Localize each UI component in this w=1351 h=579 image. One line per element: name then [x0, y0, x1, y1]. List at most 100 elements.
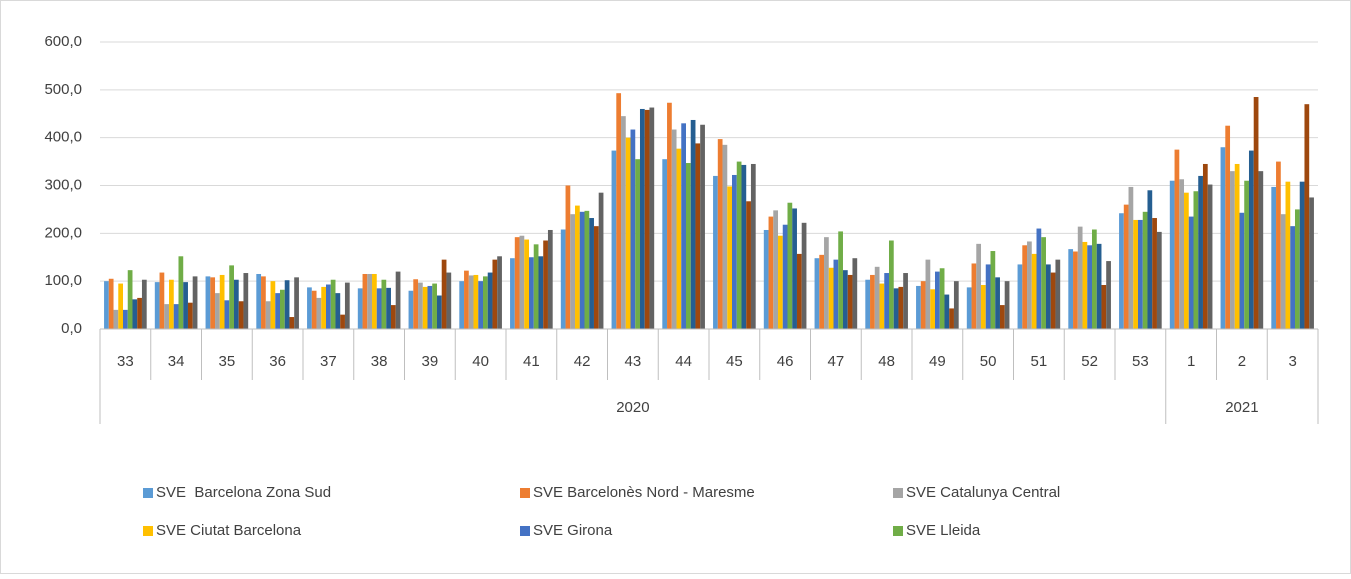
bar [238, 301, 244, 329]
bar [229, 265, 234, 329]
x-tick-label: 41 [523, 353, 540, 370]
bar [782, 224, 788, 329]
bar [1041, 237, 1046, 329]
group-label: 2021 [1225, 399, 1258, 416]
x-tick-label: 33 [117, 353, 134, 370]
bar [639, 108, 645, 329]
bar [543, 240, 548, 329]
bar [1193, 191, 1199, 329]
bar [1225, 125, 1231, 329]
bar [524, 239, 530, 329]
bar [814, 258, 820, 329]
bar [1101, 284, 1107, 329]
bar [1220, 147, 1226, 329]
bar [925, 259, 931, 329]
bar [920, 281, 926, 329]
bar [1207, 184, 1213, 329]
bar [367, 273, 373, 329]
bar [1244, 180, 1249, 329]
x-tick-label: 3 [1288, 353, 1296, 370]
bar [316, 297, 322, 329]
bar [459, 281, 465, 329]
bar [386, 287, 391, 329]
bar [1123, 204, 1129, 329]
bar [1119, 213, 1124, 329]
bar [1004, 281, 1010, 329]
bar [1309, 197, 1314, 329]
bar [1106, 261, 1111, 329]
bar [1299, 181, 1305, 329]
bar [949, 308, 954, 329]
bar [294, 277, 299, 329]
bar [833, 259, 839, 329]
bar [717, 139, 723, 329]
bar [1290, 226, 1295, 329]
x-tick-label: 38 [371, 353, 388, 370]
bar [589, 218, 594, 329]
bar [376, 288, 382, 329]
bar [418, 282, 423, 329]
y-tick-label: 100,0 [44, 272, 82, 289]
y-tick-label: 0,0 [61, 320, 82, 337]
bar [1022, 245, 1028, 329]
bar [939, 268, 945, 329]
x-tick-label: 43 [625, 353, 642, 370]
legend-swatch [520, 526, 530, 536]
bar [870, 274, 875, 329]
bar [852, 258, 858, 329]
bar [976, 243, 982, 329]
x-tick-label: 53 [1132, 353, 1149, 370]
bar [164, 304, 170, 329]
x-tick-label: 2 [1238, 353, 1246, 370]
bar [1036, 228, 1042, 329]
bar [879, 283, 885, 329]
bar [311, 290, 317, 329]
x-tick-label: 36 [269, 353, 286, 370]
y-tick-label: 400,0 [44, 129, 82, 146]
bar [1253, 97, 1259, 329]
x-tick-label: 50 [980, 353, 997, 370]
bar [690, 119, 696, 330]
bar [127, 270, 133, 329]
bar [183, 282, 188, 329]
bar [792, 208, 797, 329]
bar [847, 274, 853, 329]
legend-label: SVE Ciutat Barcelona [156, 522, 302, 539]
bar [104, 281, 109, 329]
bar [538, 256, 544, 329]
bar [265, 301, 271, 329]
bar [565, 185, 571, 329]
bar [422, 286, 428, 329]
bar [1188, 216, 1194, 329]
bar [667, 102, 672, 329]
bar [159, 272, 165, 329]
bar [468, 275, 474, 329]
bar [187, 302, 193, 329]
bar [630, 129, 636, 329]
bar [261, 276, 266, 329]
bar [1027, 241, 1032, 329]
bar [497, 256, 502, 329]
bar [649, 107, 655, 329]
bar [492, 259, 498, 329]
bar [1271, 186, 1277, 329]
bar [1280, 214, 1286, 329]
bar [1068, 249, 1074, 329]
bar [625, 137, 631, 329]
bar [275, 293, 280, 329]
bar [893, 288, 899, 329]
bar [533, 244, 539, 329]
legend-label: SVE Barcelonès Nord - Maresme [533, 484, 755, 501]
bar [381, 279, 387, 329]
bar [985, 264, 991, 329]
bar [575, 205, 580, 329]
bar [838, 231, 843, 329]
bar [953, 281, 959, 329]
bar [824, 237, 829, 329]
bar [330, 279, 336, 329]
bar [763, 229, 769, 329]
bar [205, 276, 211, 329]
bar [695, 143, 701, 329]
y-tick-label: 200,0 [44, 224, 82, 241]
